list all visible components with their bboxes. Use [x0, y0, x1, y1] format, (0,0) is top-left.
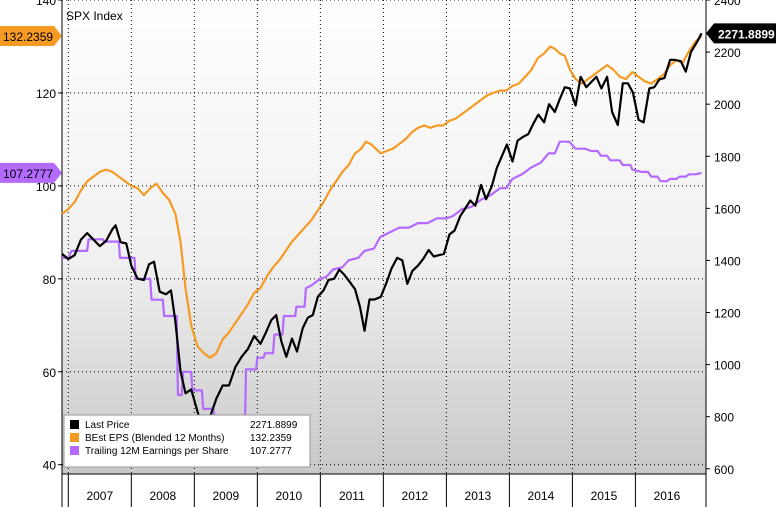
right-tick-label: 1600	[714, 202, 741, 216]
series-line-1	[61, 32, 703, 434]
legend-swatch-2	[70, 433, 79, 442]
legend-box	[63, 414, 311, 468]
right-tick-label: 2200	[714, 46, 741, 60]
right-axis-ticks: 600 800 1000 1200 1400 1600 1800 2000 2200 2400	[706, 0, 741, 477]
plot-area	[62, 0, 706, 474]
left-tick-label: 80	[43, 273, 57, 287]
x-tick-label: 2007	[86, 489, 113, 503]
legend-label-3: Trailing 12M Earnings per Share	[85, 446, 229, 457]
x-tick-label: 2015	[591, 489, 618, 503]
right-tick-label: 2400	[714, 0, 741, 8]
right-tick-label: 1400	[714, 254, 741, 268]
left-tick-label: 120	[36, 87, 56, 101]
gridlines	[62, 0, 706, 474]
value-tag-label-1: 2271.8899	[718, 27, 775, 41]
value-tag-2	[0, 26, 62, 47]
legend-value-3: 107.2777	[250, 446, 292, 457]
left-tick-label: 40	[43, 459, 57, 473]
right-tick-label: 1200	[714, 307, 741, 321]
series-lines	[61, 32, 703, 441]
left-axis-ticks: 40 60 80 100 120 140	[36, 0, 62, 473]
legend-value-1: 2271.8899	[250, 420, 298, 431]
x-tick-label: 2011	[339, 489, 365, 503]
left-tick-label: 60	[43, 366, 57, 380]
x-tick-label: 2014	[528, 489, 555, 503]
x-tick-label: 2012	[402, 489, 429, 503]
right-tick-label: 1800	[714, 150, 741, 164]
right-tick-label: 1000	[714, 359, 741, 373]
value-tag-1	[706, 23, 776, 44]
legend: Last Price 2271.8899 BEst EPS (Blended 12 …	[63, 414, 311, 468]
value-tag-label-3: 107.2777	[3, 167, 53, 181]
x-tick-label: 2008	[149, 489, 176, 503]
right-tick-label: 600	[714, 463, 734, 477]
chart-title: SPX Index	[66, 9, 123, 23]
series-line-3	[62, 140, 702, 441]
right-tick-label: 800	[714, 411, 734, 425]
value-tags: 2271.8899 132.2359 107.2777	[0, 23, 776, 183]
value-tag-label-2: 132.2359	[3, 30, 53, 44]
right-tick-label: 2000	[714, 98, 741, 112]
legend-label-2: BEst EPS (Blended 12 Months)	[85, 433, 225, 444]
legend-label-1: Last Price	[85, 420, 130, 431]
x-axis-ticks: 2007 2008 2009 2010 2011 2012 2013 2014 2015 2016	[67, 474, 681, 507]
x-tick-label: 2013	[465, 489, 492, 503]
x-tick-label: 2010	[275, 489, 302, 503]
value-tag-3	[0, 162, 62, 183]
left-tick-label: 100	[36, 180, 56, 194]
left-tick-label: 140	[36, 0, 56, 8]
legend-value-2: 132.2359	[250, 433, 292, 444]
legend-swatch-3	[70, 446, 79, 455]
series-line-2	[61, 35, 703, 359]
x-tick-label: 2009	[212, 489, 239, 503]
legend-swatch-1	[70, 420, 79, 429]
x-tick-label: 2016	[654, 489, 681, 503]
